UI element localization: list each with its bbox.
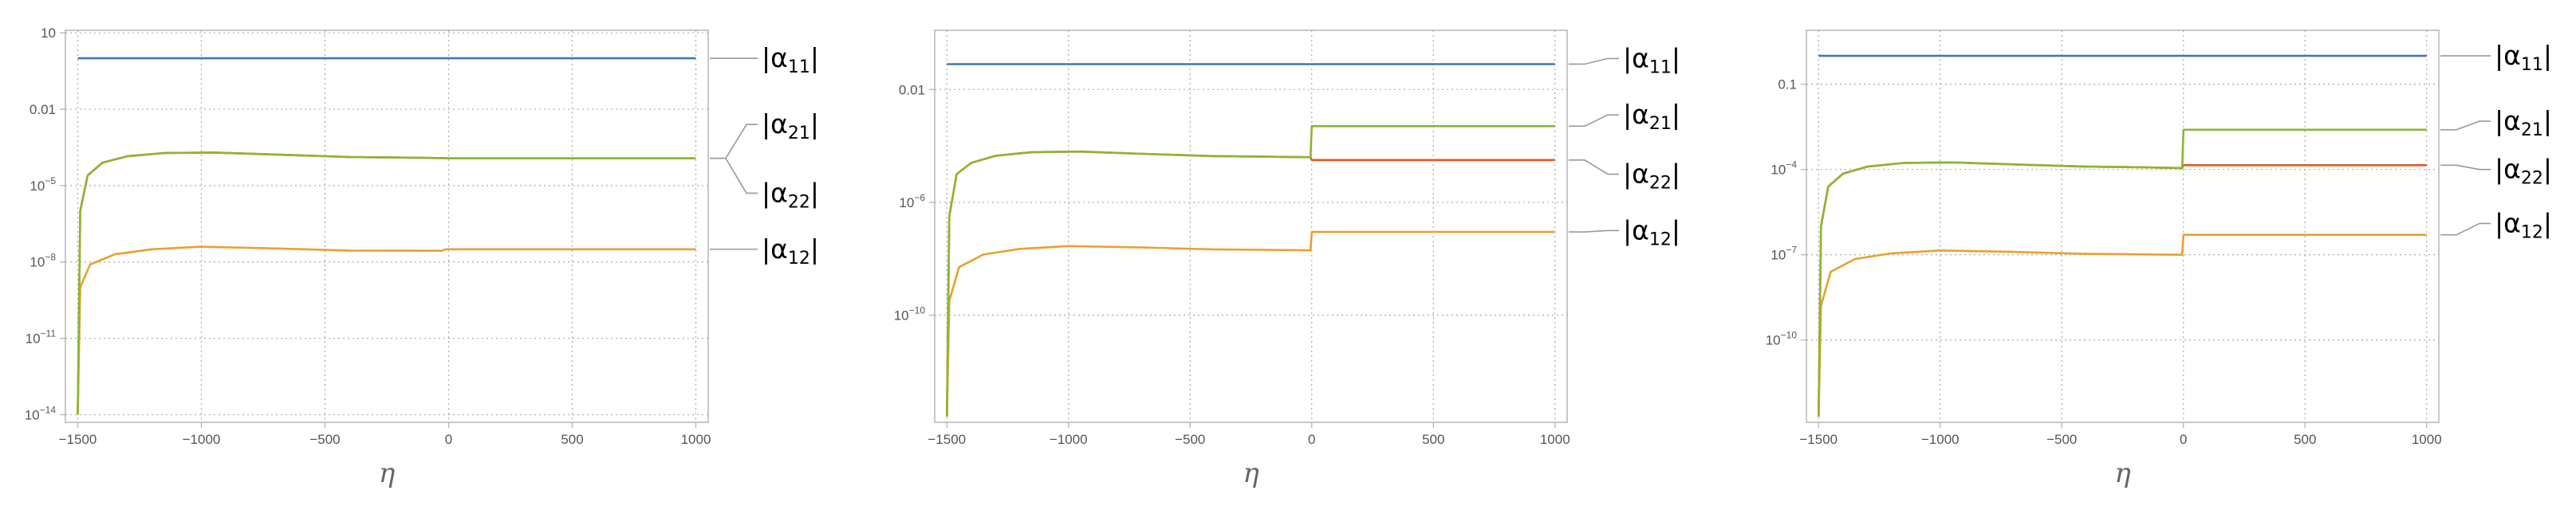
y-tick-label: 10−7 (1771, 245, 1797, 263)
y-tick-label: 10−10 (894, 304, 926, 323)
x-tick-label: −500 (309, 432, 340, 447)
y-tick-label: 10−5 (30, 175, 56, 194)
legend-connector (710, 124, 758, 159)
x-tick-label: −1500 (928, 432, 966, 447)
plot-frame (65, 29, 709, 423)
x-tick-label: −1000 (1050, 432, 1088, 447)
series-line-alpha-21 (77, 151, 696, 415)
legend-label-alpha-22: |α22| (2495, 154, 2552, 189)
x-tick-label: 500 (561, 432, 583, 447)
series-line-alpha-21 (1818, 128, 2427, 417)
legend-label-alpha-21: |α21| (2495, 105, 2552, 140)
legend-label-alpha-12: |α12| (1623, 214, 1680, 249)
plot-frame (934, 29, 1568, 423)
y-tick-label: 10−11 (26, 328, 57, 347)
x-tick-label: −500 (2046, 432, 2077, 447)
legend-connector (710, 157, 758, 194)
legend-connector (1569, 230, 1619, 233)
x-axis-label: η (379, 457, 396, 489)
legend-connector (1569, 159, 1619, 175)
x-tick-label: 1000 (1540, 432, 1570, 447)
x-tick-label: 500 (1422, 432, 1444, 447)
legend-connector (1569, 57, 1619, 65)
legend-connector (2440, 222, 2491, 236)
x-tick-label: 0 (1308, 432, 1315, 447)
series-line-alpha-12 (1818, 233, 2427, 417)
x-tick-label: −1000 (1921, 432, 1960, 447)
panel-2: −1500 −1000 −500 0 500 1000 0.01 10−6 10−10 η |α11… (894, 29, 1680, 489)
legend-label-alpha-22: |α22| (762, 177, 819, 212)
x-axis-label: η (1243, 457, 1259, 489)
legend-label-alpha-21: |α21| (762, 108, 819, 143)
y-tick-label: 10−10 (1766, 330, 1798, 348)
legend-label-alpha-12: |α12| (2495, 207, 2552, 242)
x-tick-label: 1000 (2412, 432, 2442, 447)
series-line-alpha-12 (946, 230, 1555, 417)
legend-label-alpha-12: |α12| (762, 233, 819, 269)
legend-label-alpha-11: |α11| (762, 42, 819, 77)
x-tick-label: 500 (2294, 432, 2316, 447)
y-tick-label: 10−4 (1771, 159, 1797, 178)
legend-label-alpha-21: |α21| (1623, 99, 1680, 134)
legend-label-alpha-11: |α11| (1623, 42, 1680, 77)
legend-connector (2440, 164, 2491, 171)
plot-frame (1806, 29, 2440, 423)
y-tick-label: 0.01 (899, 82, 925, 97)
y-tick-label: 10−14 (25, 404, 57, 422)
x-tick-label: −1500 (59, 432, 97, 447)
y-tick-label: 10−8 (30, 252, 56, 270)
x-tick-label: −1000 (183, 432, 221, 447)
y-tick-label: 10−6 (899, 192, 925, 210)
legend-label-alpha-22: |α22| (1623, 159, 1680, 194)
series-line-alpha-21 (946, 125, 1555, 417)
x-tick-label: 0 (2180, 432, 2187, 447)
x-tick-label: −500 (1175, 432, 1205, 447)
legend-label-alpha-11: |α11| (2495, 40, 2552, 75)
x-axis-label: η (2114, 457, 2131, 489)
y-tick-label: 10 (41, 26, 56, 41)
y-tick-label: 0.1 (1778, 77, 1797, 92)
panel-3: −1500 −1000 −500 0 500 1000 0.1 10−4 10−7 10−10 η |… (1766, 29, 2552, 489)
legend-connector (2440, 120, 2491, 131)
panel-1: −1500 −1000 −500 0 500 1000 10 0.01 10−5 10−8 10−1… (25, 26, 819, 489)
y-tick-label: 0.01 (30, 102, 56, 117)
x-tick-label: −1500 (1799, 432, 1837, 447)
x-tick-label: 1000 (681, 432, 711, 447)
legend-connector (1569, 114, 1619, 128)
x-tick-label: 0 (445, 432, 452, 447)
series-line-alpha-12 (77, 245, 696, 415)
